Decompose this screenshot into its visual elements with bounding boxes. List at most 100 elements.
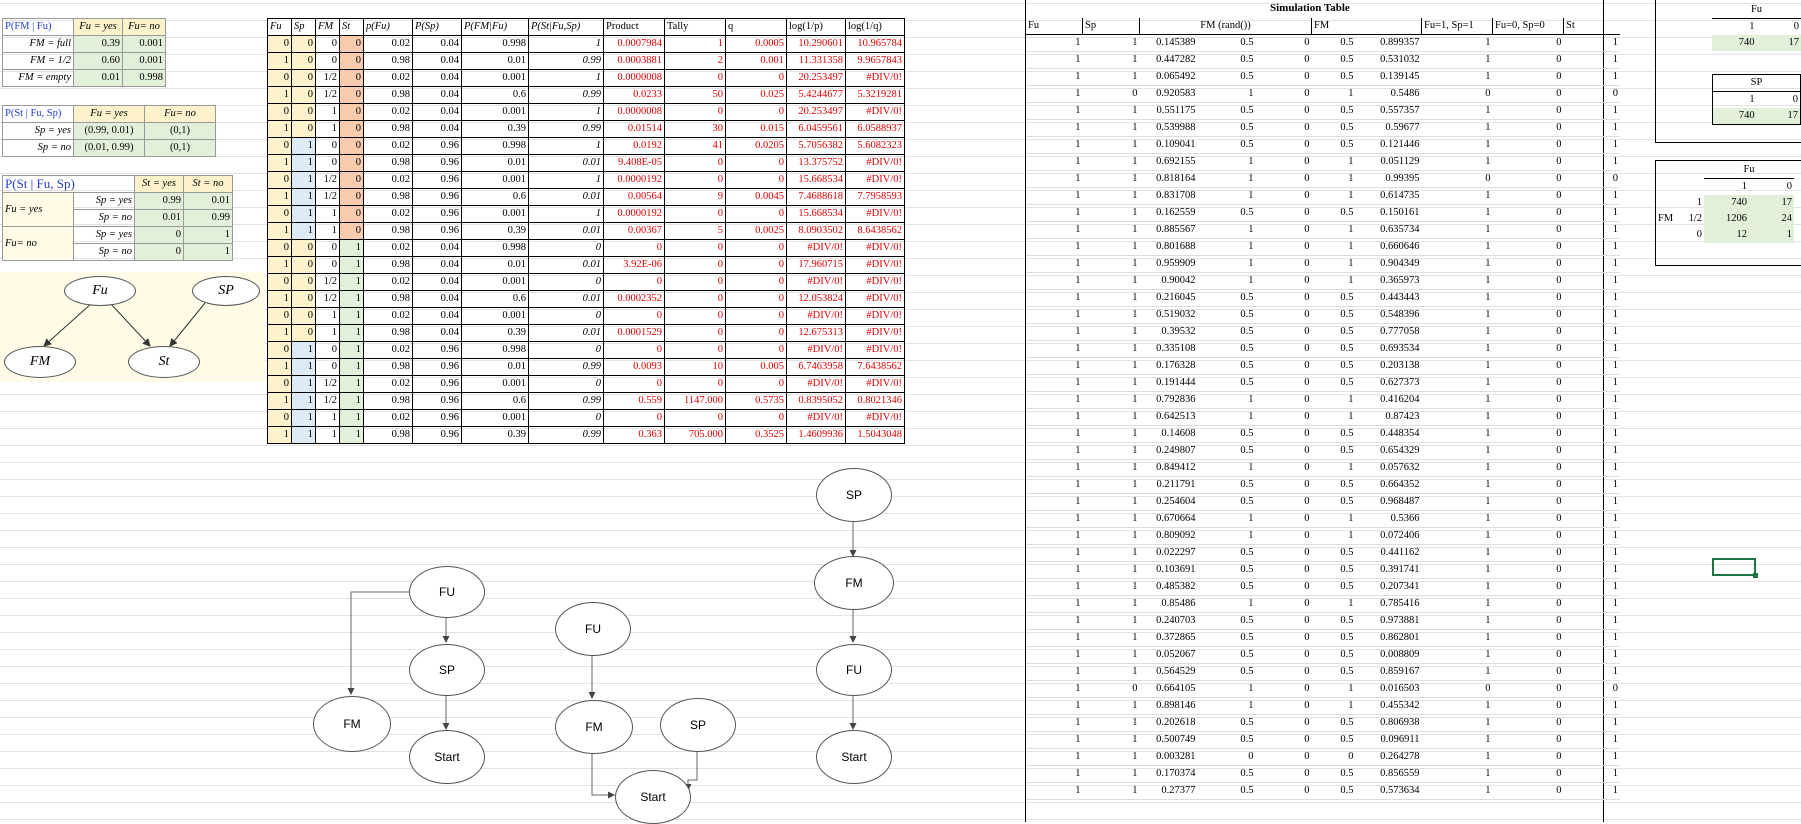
joint-header-pfu[interactable]: p(Fu)	[363, 18, 413, 36]
sim-cell-sp[interactable]: 1	[1082, 561, 1140, 579]
joint-cell-fu[interactable]: 0	[267, 35, 292, 53]
sim-cell-rand2[interactable]: 0.862801	[1355, 629, 1422, 647]
sim-cell-fm-b[interactable]: 0	[1255, 238, 1312, 256]
sim-cell-fm-rand[interactable]: 0.792836	[1139, 391, 1198, 409]
sim-cell-fu[interactable]: 1	[1026, 136, 1083, 154]
sim-cell-fu1-sp1[interactable]: 1	[1421, 595, 1493, 613]
sim-cell-sp[interactable]: 1	[1082, 595, 1140, 613]
sim-cell-st[interactable]: 1	[1563, 51, 1620, 69]
sim-cell-fm[interactable]: 1	[1311, 272, 1356, 290]
joint-cell-psp[interactable]: 0.04	[412, 35, 462, 53]
joint-cell-fm[interactable]: 0	[315, 52, 340, 70]
joint-cell-sp[interactable]: 1	[291, 222, 316, 240]
joint-cell-pfm[interactable]: 0.6	[461, 290, 529, 308]
sim-cell-fm-rand[interactable]: 0.372865	[1139, 629, 1198, 647]
cpt-fm-cell[interactable]: 0.998	[122, 69, 166, 87]
sim-cell-fm-b[interactable]: 0	[1255, 102, 1312, 120]
g1-node-fm[interactable]: FM	[313, 696, 391, 752]
cpt-st-sp-col-yes[interactable]: Fu = yes	[73, 105, 145, 123]
sim-cell-sp[interactable]: 0	[1082, 85, 1140, 103]
sim-cell-rand2[interactable]: 0.660646	[1355, 238, 1422, 256]
joint-cell-tally[interactable]: 0	[664, 69, 726, 87]
sim-cell-fm[interactable]: 1	[1311, 255, 1356, 273]
cpt-st-sp-cell[interactable]: (0,1)	[144, 122, 216, 140]
sim-cell-fm[interactable]: 1	[1311, 697, 1356, 715]
sim-cell-fu1-sp1[interactable]: 1	[1421, 68, 1493, 86]
sim-cell-fu[interactable]: 1	[1026, 306, 1083, 324]
sim-cell-fu1-sp1[interactable]: 1	[1421, 561, 1493, 579]
sim-cell-fu0-sp0[interactable]: 0	[1492, 374, 1564, 392]
sim-header-fu1-sp1[interactable]: Fu=1, Sp=1	[1421, 18, 1493, 35]
sim-cell-fu0-sp0[interactable]: 0	[1492, 357, 1564, 375]
sim-cell-sp[interactable]: 1	[1082, 442, 1140, 460]
sim-cell-sp[interactable]: 1	[1082, 782, 1140, 800]
sim-cell-fm-a[interactable]: 0.5	[1197, 714, 1256, 732]
joint-cell-pfm[interactable]: 0.001	[461, 307, 529, 325]
sim-cell-fm-a[interactable]: 0.5	[1197, 442, 1256, 460]
joint-cell-tally[interactable]: 9	[664, 188, 726, 206]
joint-cell-logq[interactable]: #DIV/0!	[845, 256, 905, 274]
sim-cell-fu1-sp1[interactable]: 1	[1421, 374, 1493, 392]
joint-cell-pfu[interactable]: 0.02	[363, 409, 413, 427]
joint-cell-product[interactable]: 0.0003881	[603, 52, 665, 70]
sim-cell-sp[interactable]: 1	[1082, 612, 1140, 630]
tally-sp-title[interactable]: SP	[1712, 74, 1801, 92]
sim-cell-fm-b[interactable]: 0	[1255, 663, 1312, 681]
sim-cell-sp[interactable]: 1	[1082, 153, 1140, 171]
joint-cell-fm[interactable]: 0	[315, 256, 340, 274]
sim-cell-fm-a[interactable]: 0.5	[1197, 663, 1256, 681]
sim-cell-fm[interactable]: 0.5	[1311, 34, 1356, 52]
sim-cell-fu1-sp1[interactable]: 1	[1421, 765, 1493, 783]
joint-cell-logq[interactable]: #DIV/0!	[845, 171, 905, 189]
joint-cell-tally[interactable]: 0	[664, 409, 726, 427]
sim-cell-fm[interactable]: 0	[1311, 748, 1356, 766]
cpt-fm-row-label[interactable]: FM = full	[2, 35, 74, 53]
sim-cell-fu0-sp0[interactable]: 0	[1492, 272, 1564, 290]
sim-cell-sp[interactable]: 1	[1082, 221, 1140, 239]
joint-cell-pfu[interactable]: 0.02	[363, 137, 413, 155]
sim-cell-fu1-sp1[interactable]: 1	[1421, 782, 1493, 800]
sim-cell-fu1-sp1[interactable]: 1	[1421, 153, 1493, 171]
sim-cell-fu[interactable]: 1	[1026, 680, 1083, 698]
joint-cell-fu[interactable]: 1	[267, 154, 292, 172]
joint-cell-st[interactable]: 0	[339, 137, 364, 155]
cpt-st-sp-label[interactable]: Sp = yes	[73, 226, 135, 244]
joint-cell-pfu[interactable]: 0.98	[363, 222, 413, 240]
joint-cell-sp[interactable]: 0	[291, 239, 316, 257]
sim-cell-fu1-sp1[interactable]: 1	[1421, 102, 1493, 120]
sim-cell-fm-rand[interactable]: 0.920583	[1139, 85, 1198, 103]
joint-cell-pfu[interactable]: 0.98	[363, 86, 413, 104]
sim-cell-fu0-sp0[interactable]: 0	[1492, 306, 1564, 324]
sim-cell-fm-b[interactable]: 0	[1255, 731, 1312, 749]
sim-cell-rand2[interactable]: 0.121446	[1355, 136, 1422, 154]
sim-cell-st[interactable]: 1	[1563, 578, 1620, 596]
joint-cell-fm[interactable]: 0	[315, 35, 340, 53]
joint-cell-pfu[interactable]: 0.02	[363, 375, 413, 393]
joint-cell-fm[interactable]: 1	[315, 120, 340, 138]
joint-cell-logq[interactable]: #DIV/0!	[845, 324, 905, 342]
sim-cell-fm-b[interactable]: 0	[1255, 153, 1312, 171]
sim-cell-st[interactable]: 1	[1563, 238, 1620, 256]
cpt-fm-cell[interactable]: 0.01	[73, 69, 123, 87]
joint-cell-sp[interactable]: 0	[291, 307, 316, 325]
bn-node-st[interactable]: St	[128, 346, 200, 378]
sim-cell-fm-rand[interactable]: 0.254604	[1139, 493, 1198, 511]
joint-cell-logq[interactable]: 6.0588937	[845, 120, 905, 138]
sim-cell-fm-b[interactable]: 0	[1255, 595, 1312, 613]
sim-cell-rand2[interactable]: 0.057632	[1355, 459, 1422, 477]
sim-cell-fm-b[interactable]: 0	[1255, 459, 1312, 477]
sim-cell-fu0-sp0[interactable]: 0	[1492, 323, 1564, 341]
sim-cell-sp[interactable]: 1	[1082, 374, 1140, 392]
joint-cell-pfm[interactable]: 0.01	[461, 52, 529, 70]
sim-cell-rand2[interactable]: 0.008809	[1355, 646, 1422, 664]
sim-cell-fu1-sp1[interactable]: 1	[1421, 391, 1493, 409]
joint-cell-pst[interactable]: 1	[528, 69, 604, 87]
sim-cell-fm-b[interactable]: 0	[1255, 527, 1312, 545]
sim-cell-fm[interactable]: 1	[1311, 527, 1356, 545]
sim-cell-fm-a[interactable]: 1	[1197, 459, 1256, 477]
joint-cell-pst[interactable]: 0	[528, 409, 604, 427]
sim-cell-fm[interactable]: 0.5	[1311, 629, 1356, 647]
sim-cell-st[interactable]: 0	[1563, 680, 1620, 698]
sim-cell-fm-a[interactable]: 0.5	[1197, 612, 1256, 630]
sim-cell-fm-a[interactable]: 0.5	[1197, 204, 1256, 222]
